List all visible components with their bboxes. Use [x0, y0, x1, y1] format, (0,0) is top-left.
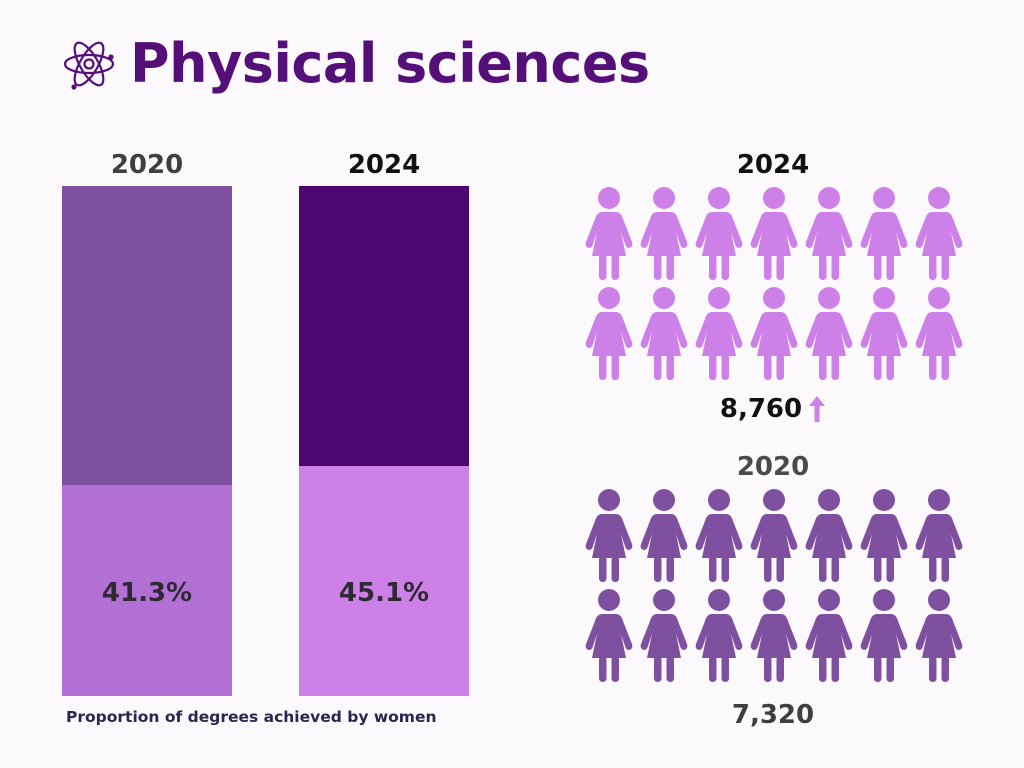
woman-icon	[805, 589, 853, 682]
woman-icon	[585, 589, 633, 682]
woman-icon	[640, 287, 688, 380]
woman-icon	[750, 187, 798, 280]
bar-2020-women-segment	[62, 485, 232, 696]
data-label-2024: 45.1%	[338, 578, 430, 608]
woman-icon	[860, 589, 908, 682]
woman-icon	[915, 589, 963, 682]
pictograph-year-2024: 2024	[736, 150, 810, 180]
woman-icon	[805, 287, 853, 380]
count-2024-value: 8,760	[719, 394, 803, 424]
woman-icon	[585, 489, 633, 582]
woman-icon	[750, 489, 798, 582]
woman-icon	[640, 589, 688, 682]
page-title: Physical sciences	[130, 32, 650, 95]
pictograph-year-2020: 2020	[736, 452, 810, 482]
page-header: Physical sciences	[62, 26, 650, 102]
count-2020-value: 7,320	[731, 700, 815, 730]
chart-caption: Proportion of degrees achieved by women	[66, 708, 437, 726]
arrow-up-icon	[809, 396, 826, 422]
woman-icon	[640, 489, 688, 582]
count-2024: 8,760	[673, 394, 873, 424]
people-icons-2020	[585, 489, 963, 682]
woman-icon	[695, 187, 743, 280]
woman-icon	[860, 287, 908, 380]
woman-icon	[805, 187, 853, 280]
woman-icon	[860, 187, 908, 280]
atom-icon	[63, 41, 115, 90]
woman-icon	[915, 187, 963, 280]
woman-icon	[695, 287, 743, 380]
tick-label-2020: 2020	[110, 150, 184, 180]
data-label-2020: 41.3%	[101, 578, 193, 608]
tick-label-2024: 2024	[347, 150, 421, 180]
count-2020: 7,320	[673, 700, 873, 730]
woman-icon	[750, 589, 798, 682]
woman-icon	[695, 589, 743, 682]
woman-icon	[750, 287, 798, 380]
bar-2020-remainder	[62, 186, 232, 486]
woman-icon	[805, 489, 853, 582]
bar-2020: 41.3%	[62, 186, 232, 696]
woman-icon	[915, 287, 963, 380]
bar-2024-women-segment	[299, 466, 469, 696]
people-grid-2024	[585, 186, 965, 390]
people-grid-2020	[585, 488, 965, 692]
woman-icon	[695, 489, 743, 582]
woman-icon	[640, 187, 688, 280]
bar-2024-remainder	[299, 186, 469, 466]
woman-icon	[585, 187, 633, 280]
bar-2024: 45.1%	[299, 186, 469, 696]
people-icons-2024	[585, 187, 963, 380]
woman-icon	[860, 489, 908, 582]
woman-icon	[915, 489, 963, 582]
woman-icon	[585, 287, 633, 380]
